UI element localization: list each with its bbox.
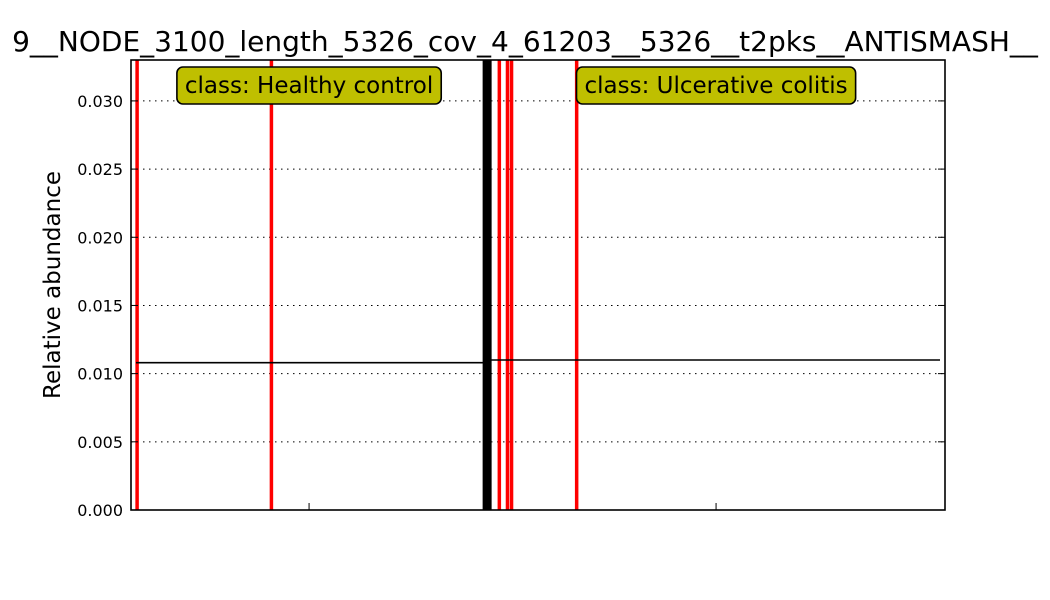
class-separator-bar xyxy=(483,60,492,510)
y-tick-label-1: 0.005 xyxy=(77,433,123,452)
y-axis-label: Relative abundance xyxy=(40,171,66,399)
class-label-text-1: class: Ulcerative colitis xyxy=(585,73,848,99)
class-label-0: class: Healthy control xyxy=(177,67,441,104)
class-labels: class: Healthy control class: Ulcerative … xyxy=(177,67,856,104)
class-label-1: class: Ulcerative colitis xyxy=(577,67,856,104)
y-tick-label-3: 0.015 xyxy=(77,296,123,315)
chart-title: 9__NODE_3100_length_5326_cov_4_61203__53… xyxy=(12,25,1039,58)
plot-frame xyxy=(131,60,945,510)
sample-bars xyxy=(137,60,577,510)
grid-lines xyxy=(131,101,945,442)
y-tick-label-2: 0.010 xyxy=(77,365,123,384)
y-tick-label-0: 0.000 xyxy=(77,501,123,520)
class-label-text-0: class: Healthy control xyxy=(185,73,433,99)
class-mean-lines xyxy=(136,360,940,363)
y-tick-label-5: 0.025 xyxy=(77,160,123,179)
y-tick-label-4: 0.020 xyxy=(77,228,123,247)
y-tick-label-6: 0.030 xyxy=(77,92,123,111)
class-separator xyxy=(483,60,492,510)
